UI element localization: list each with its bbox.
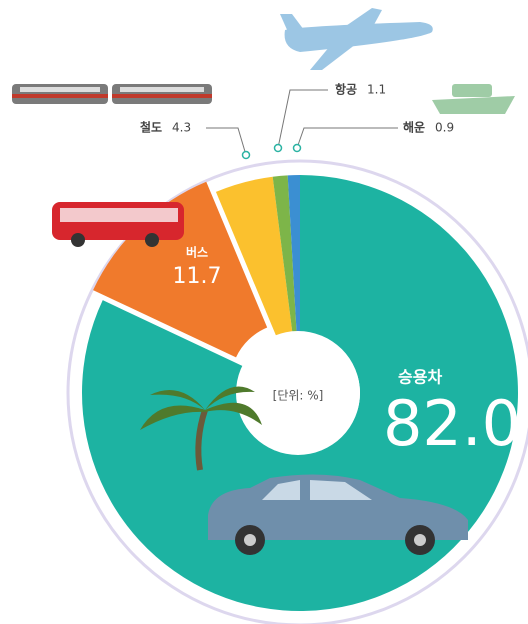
slice bbox=[215, 176, 293, 338]
car-icon bbox=[208, 474, 468, 555]
slice bbox=[272, 175, 297, 334]
ship-icon bbox=[432, 84, 515, 114]
palm-icon bbox=[140, 386, 262, 471]
slice-name: 버스 bbox=[186, 245, 208, 260]
slice-value: 1.1 bbox=[367, 83, 386, 97]
slice-name: 항공 bbox=[335, 82, 357, 97]
unit-note: [단위: %] bbox=[273, 389, 324, 403]
center-hole bbox=[236, 331, 360, 455]
leader-dot bbox=[292, 143, 302, 153]
train-icon bbox=[12, 84, 212, 104]
slice-name: 해운 bbox=[403, 120, 425, 135]
slice-name: 철도 bbox=[140, 120, 162, 135]
slice-value: 4.3 bbox=[172, 121, 191, 135]
slice-name: 승용차 bbox=[398, 368, 442, 387]
slice bbox=[93, 181, 268, 358]
leader-line bbox=[277, 89, 328, 149]
bus-icon bbox=[52, 202, 184, 247]
slice-value: 82.0 bbox=[383, 387, 521, 460]
leader-dot bbox=[273, 143, 283, 153]
leader-line bbox=[206, 127, 247, 156]
plane-icon bbox=[280, 8, 433, 70]
outer-ring bbox=[66, 159, 528, 624]
slice bbox=[287, 175, 300, 334]
leader-dot bbox=[241, 150, 251, 160]
slice-value: 0.9 bbox=[435, 121, 454, 135]
slice-value: 11.7 bbox=[173, 264, 222, 289]
leader-line bbox=[296, 127, 398, 149]
